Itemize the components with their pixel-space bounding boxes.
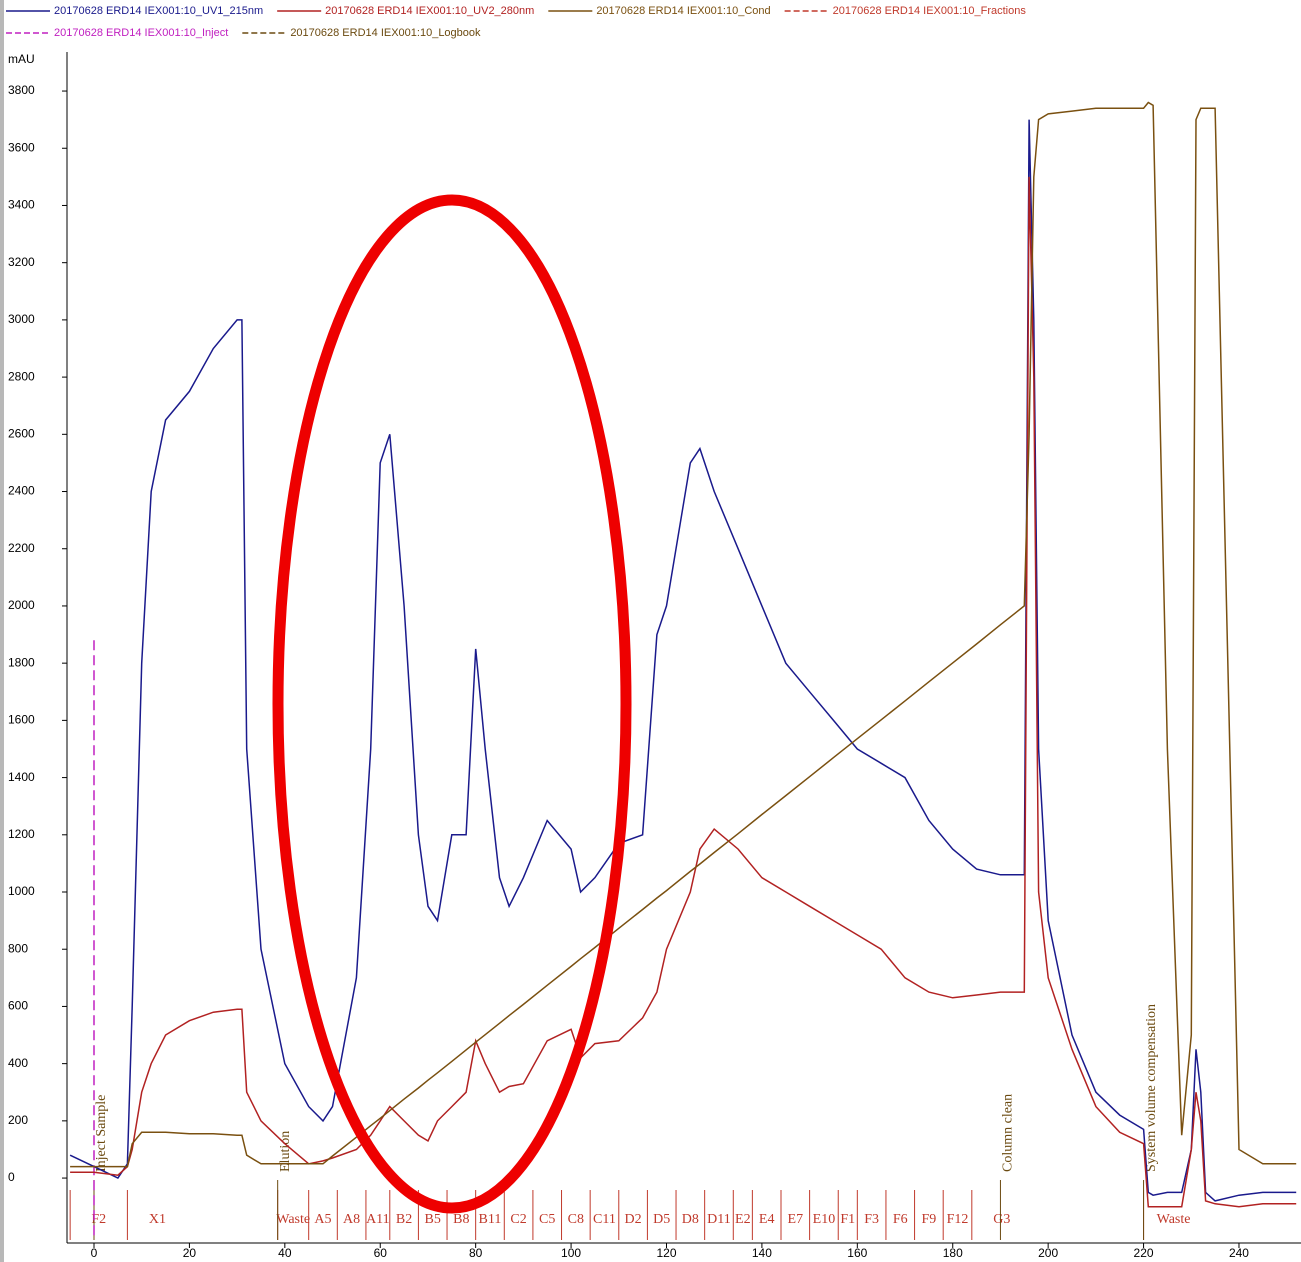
y-tick-label: 600	[8, 999, 28, 1013]
y-tick-label: 3600	[8, 140, 35, 154]
fraction-label: G3	[993, 1212, 1010, 1227]
fraction-label: F3	[864, 1212, 879, 1227]
x-tick-label: 200	[1038, 1246, 1058, 1260]
legend-label: 20170628 ERD14 IEX001:10_Inject	[54, 27, 228, 39]
x-tick-label: 120	[656, 1246, 676, 1260]
y-tick-label: 400	[8, 1056, 28, 1070]
legend-label: 20170628 ERD14 IEX001:10_UV2_280nm	[325, 5, 534, 17]
x-tick-label: 80	[469, 1246, 483, 1260]
y-axis-label: mAU	[8, 52, 35, 66]
y-tick-label: 2600	[8, 426, 35, 440]
x-tick-label: 140	[752, 1246, 772, 1260]
legend-label: 20170628 ERD14 IEX001:10_Cond	[596, 5, 770, 17]
x-tick-label: 180	[943, 1246, 963, 1260]
logbook-label: Inject Sample	[94, 1095, 109, 1172]
x-tick-label: 20	[183, 1246, 197, 1260]
highlight-ellipse	[272, 194, 632, 1214]
fraction-label: A11	[366, 1212, 390, 1227]
plot-area: F2 X1 Waste A5 A8 A11 B2 B5 B8 B11 C2 C5 C8 C11 D2 D5 D8…	[69, 101, 1297, 1240]
fraction-label: D2	[625, 1212, 642, 1227]
logbook-label: Elution	[278, 1131, 293, 1172]
fraction-label: Waste	[1157, 1212, 1191, 1227]
fraction-label: E10	[813, 1212, 836, 1227]
fraction-label: C8	[568, 1212, 584, 1227]
logbook-label: System volume compensation	[1144, 1004, 1159, 1172]
y-tick-label: 2200	[8, 541, 35, 555]
fraction-label: E2	[735, 1212, 751, 1227]
fraction-label: X1	[149, 1212, 166, 1227]
y-tick-label: 2400	[8, 484, 35, 498]
legend-label: 20170628 ERD14 IEX001:10_UV1_215nm	[54, 5, 263, 17]
legend-label: 20170628 ERD14 IEX001:10_Fractions	[833, 5, 1027, 17]
fraction-label: D8	[682, 1212, 699, 1227]
fraction-label: B2	[396, 1212, 412, 1227]
y-tick-label: 1600	[8, 713, 35, 727]
fraction-label: A5	[314, 1212, 331, 1227]
logbook-label: Column clean	[1001, 1094, 1016, 1172]
x-tick-label: 160	[847, 1246, 867, 1260]
y-tick-label: 800	[8, 941, 28, 955]
fraction-label: E4	[759, 1212, 775, 1227]
y-tick-label: 3400	[8, 198, 35, 212]
series-line	[70, 101, 1297, 1168]
series-line	[69, 119, 1297, 1202]
fraction-label: F9	[921, 1212, 936, 1227]
x-tick-label: 60	[374, 1246, 388, 1260]
x-tick-label: 240	[1229, 1246, 1249, 1260]
legend-label: 20170628 ERD14 IEX001:10_Logbook	[290, 27, 481, 39]
y-tick-label: 0	[8, 1170, 15, 1184]
y-tick-label: 1000	[8, 884, 35, 898]
fraction-label: C11	[593, 1212, 616, 1227]
fraction-label: D11	[707, 1212, 731, 1227]
fraction-label: E7	[788, 1212, 804, 1227]
series-line	[70, 176, 1297, 1208]
y-tick-label: 2000	[8, 598, 35, 612]
y-tick-label: 3800	[8, 83, 35, 97]
window-edge	[0, 0, 4, 1262]
fraction-label: F12	[947, 1212, 969, 1227]
y-tick-label: 3000	[8, 312, 35, 326]
fraction-label: C5	[539, 1212, 555, 1227]
fraction-label: Waste	[276, 1212, 310, 1227]
x-tick-label: 100	[561, 1246, 581, 1260]
fraction-label: A8	[343, 1212, 360, 1227]
x-tick-label: 40	[278, 1246, 292, 1260]
fraction-label: F6	[893, 1212, 908, 1227]
y-tick-label: 1400	[8, 770, 35, 784]
fraction-label: D5	[653, 1212, 670, 1227]
fraction-label: C2	[510, 1212, 526, 1227]
y-tick-label: 1800	[8, 655, 35, 669]
y-tick-label: 1200	[8, 827, 35, 841]
y-tick-label: 200	[8, 1113, 28, 1127]
y-tick-label: 3200	[8, 255, 35, 269]
fraction-label: F1	[840, 1212, 855, 1227]
fraction-label: B11	[479, 1212, 502, 1227]
fraction-label: B5	[425, 1212, 441, 1227]
x-tick-label: 220	[1134, 1246, 1154, 1260]
y-tick-label: 2800	[8, 369, 35, 383]
fraction-label: B8	[453, 1212, 469, 1227]
x-tick-label: 0	[91, 1246, 98, 1260]
fraction-label: F2	[91, 1212, 106, 1227]
